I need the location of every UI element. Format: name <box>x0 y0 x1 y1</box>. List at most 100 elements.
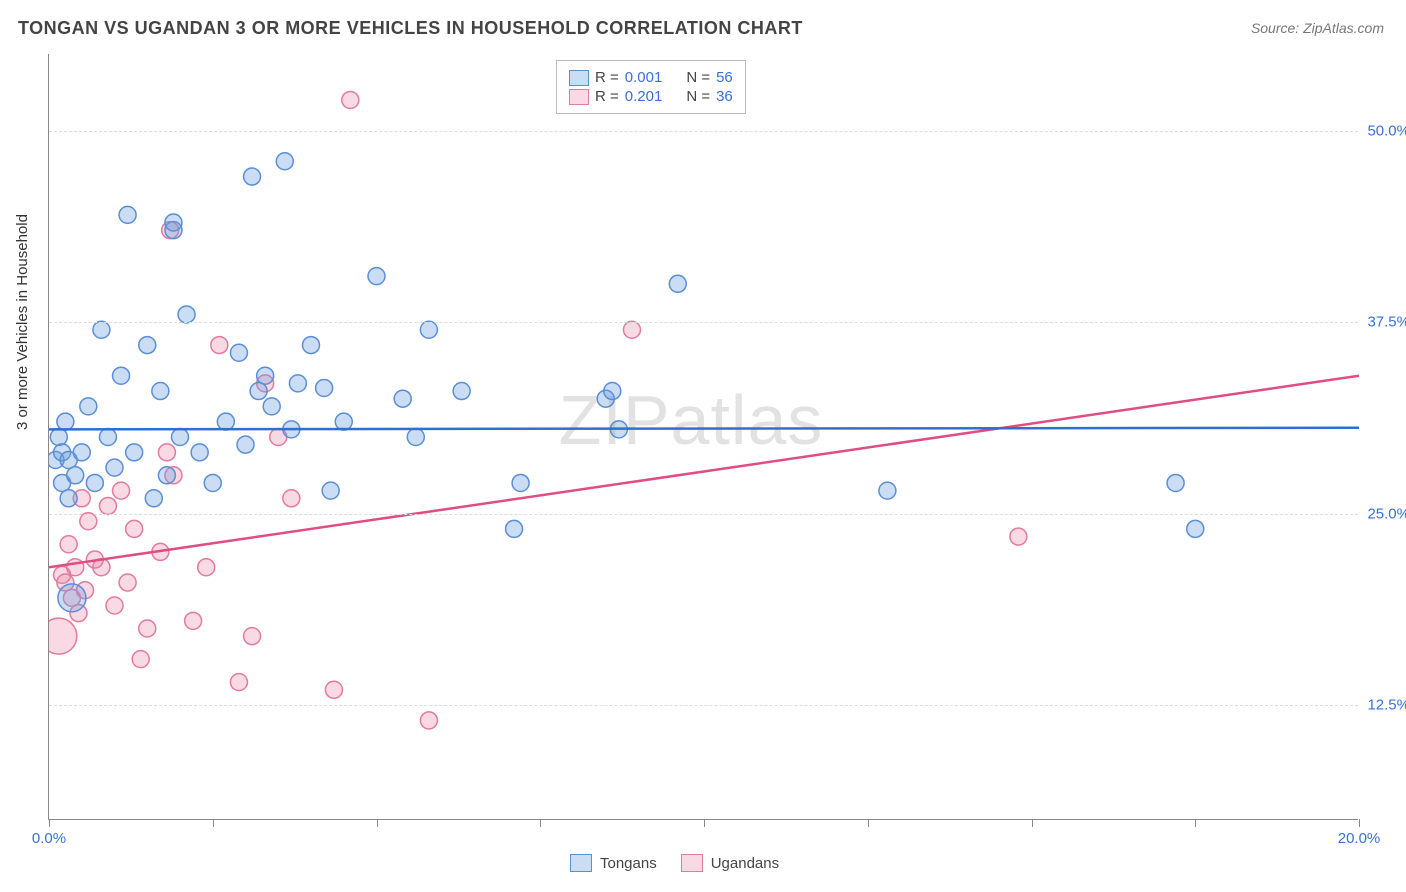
xtick <box>540 819 541 827</box>
n-label: N = <box>686 88 710 105</box>
r-label: R = <box>595 69 619 86</box>
trend-line <box>49 376 1359 567</box>
data-point <box>276 153 293 170</box>
data-point <box>152 383 169 400</box>
gridline <box>49 322 1358 323</box>
data-point <box>139 337 156 354</box>
data-point <box>453 383 470 400</box>
data-point <box>283 490 300 507</box>
data-point <box>512 474 529 491</box>
data-point <box>139 620 156 637</box>
legend-item: Tongans <box>570 854 657 872</box>
data-point <box>113 482 130 499</box>
data-point <box>185 612 202 629</box>
data-point <box>394 390 411 407</box>
data-point <box>67 467 84 484</box>
data-point <box>303 337 320 354</box>
n-value: 56 <box>716 69 733 86</box>
xtick <box>704 819 705 827</box>
r-value: 0.201 <box>625 88 663 105</box>
data-point <box>1167 474 1184 491</box>
data-point <box>60 536 77 553</box>
legend-label: Tongans <box>600 855 657 872</box>
data-point <box>158 444 175 461</box>
chart-container: TONGAN VS UGANDAN 3 OR MORE VEHICLES IN … <box>0 0 1406 892</box>
data-point <box>165 214 182 231</box>
data-point <box>204 474 221 491</box>
data-point <box>342 91 359 108</box>
xtick-label: 0.0% <box>32 830 66 847</box>
data-point <box>80 513 97 530</box>
data-point <box>57 413 74 430</box>
legend-label: Ugandans <box>711 855 779 872</box>
data-point <box>73 444 90 461</box>
y-axis-label: 3 or more Vehicles in Household <box>14 214 31 430</box>
data-point <box>604 383 621 400</box>
n-value: 36 <box>716 88 733 105</box>
data-point <box>244 628 261 645</box>
data-point <box>119 206 136 223</box>
data-point <box>407 429 424 446</box>
gridline <box>49 705 1358 706</box>
ytick-label: 37.5% <box>1367 314 1406 331</box>
xtick <box>1359 819 1360 827</box>
data-point <box>99 429 116 446</box>
data-point <box>191 444 208 461</box>
data-point <box>669 275 686 292</box>
xtick <box>213 819 214 827</box>
data-point <box>106 597 123 614</box>
data-point <box>145 490 162 507</box>
ytick-label: 12.5% <box>1367 697 1406 714</box>
xtick <box>377 819 378 827</box>
data-point <box>316 379 333 396</box>
data-point <box>322 482 339 499</box>
data-point <box>49 618 77 654</box>
data-point <box>1010 528 1027 545</box>
gridline <box>49 131 1358 132</box>
data-point <box>879 482 896 499</box>
data-point <box>230 344 247 361</box>
n-label: N = <box>686 69 710 86</box>
data-point <box>178 306 195 323</box>
data-point <box>263 398 280 415</box>
data-point <box>106 459 123 476</box>
data-point <box>1187 520 1204 537</box>
r-label: R = <box>595 88 619 105</box>
xtick-label: 20.0% <box>1338 830 1381 847</box>
data-point <box>113 367 130 384</box>
data-point <box>623 321 640 338</box>
data-point <box>158 467 175 484</box>
data-point <box>368 268 385 285</box>
legend-item: Ugandans <box>681 854 779 872</box>
data-point <box>289 375 306 392</box>
data-point <box>237 436 254 453</box>
data-point <box>86 474 103 491</box>
data-point <box>60 490 77 507</box>
data-point <box>132 651 149 668</box>
r-value: 0.001 <box>625 69 663 86</box>
data-point <box>335 413 352 430</box>
data-point <box>99 497 116 514</box>
data-point <box>172 429 189 446</box>
xtick <box>868 819 869 827</box>
legend-swatch <box>569 89 589 105</box>
xtick <box>1195 819 1196 827</box>
xtick <box>1032 819 1033 827</box>
ytick-label: 50.0% <box>1367 122 1406 139</box>
ytick-label: 25.0% <box>1367 505 1406 522</box>
data-point <box>211 337 228 354</box>
data-point <box>198 559 215 576</box>
data-point <box>126 520 143 537</box>
legend-swatch <box>569 70 589 86</box>
data-point <box>119 574 136 591</box>
data-point <box>80 398 97 415</box>
data-point <box>420 712 437 729</box>
data-point <box>58 584 86 612</box>
data-point <box>230 674 247 691</box>
chart-title: TONGAN VS UGANDAN 3 OR MORE VEHICLES IN … <box>18 18 803 39</box>
legend-stat-row: R = 0.001 N = 56 <box>569 69 733 86</box>
data-point <box>257 367 274 384</box>
legend-series: Tongans Ugandans <box>570 854 779 872</box>
data-point <box>325 681 342 698</box>
legend-swatch <box>681 854 703 872</box>
